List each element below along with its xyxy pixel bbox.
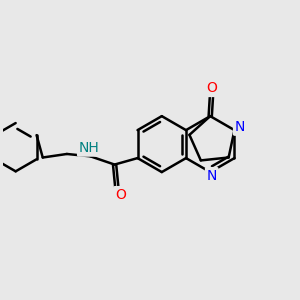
- Text: NH: NH: [79, 141, 99, 155]
- Text: O: O: [115, 188, 126, 202]
- Text: N: N: [235, 120, 245, 134]
- Text: N: N: [206, 169, 217, 183]
- Text: O: O: [206, 82, 217, 95]
